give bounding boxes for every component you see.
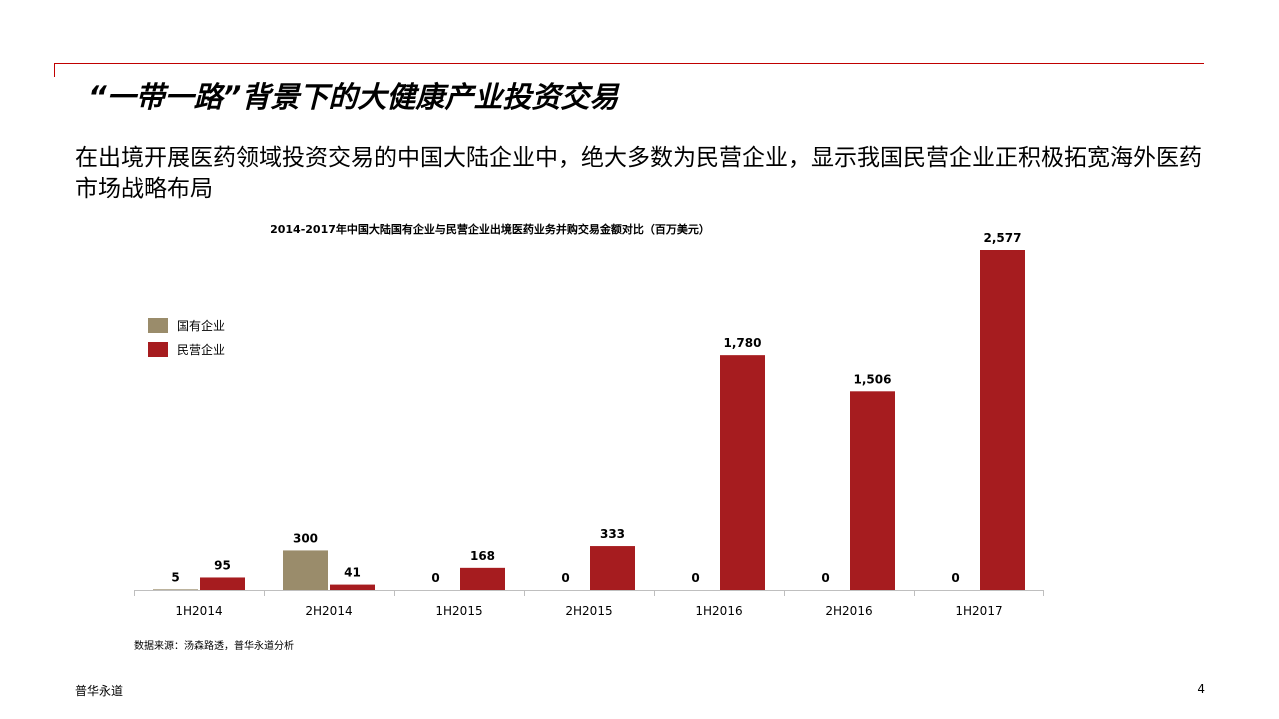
bar-private xyxy=(850,391,895,590)
header-rule xyxy=(54,63,1204,64)
data-label: 333 xyxy=(600,527,625,541)
slide-subtitle: 在出境开展医药领域投资交易的中国大陆企业中，绝大多数为民营企业，显示我国民营企业… xyxy=(75,145,1202,202)
legend-swatch xyxy=(148,318,168,333)
x-tick-label: 1H2015 xyxy=(435,604,482,618)
data-label: 0 xyxy=(951,571,959,585)
page-number: 4 xyxy=(1197,682,1205,696)
data-label: 300 xyxy=(293,531,318,545)
bar-soe xyxy=(283,550,328,590)
x-tick-label: 1H2014 xyxy=(175,604,222,618)
data-label: 1,780 xyxy=(724,336,762,350)
data-label: 1,506 xyxy=(854,372,892,386)
bar-private xyxy=(590,546,635,590)
data-label: 41 xyxy=(344,566,361,580)
data-source-note: 数据来源：汤森路透，普华永道分析 xyxy=(134,641,294,652)
data-label: 2,577 xyxy=(984,231,1022,245)
bar-private xyxy=(330,584,375,590)
data-label: 95 xyxy=(214,558,231,572)
bar-private xyxy=(200,577,245,590)
slide-title: “一带一路”背景下的大健康产业投资交易 xyxy=(88,80,619,114)
legend-label: 民营企业 xyxy=(177,342,225,357)
data-label: 168 xyxy=(470,549,495,563)
bar-private xyxy=(720,355,765,590)
x-tick-label: 2H2016 xyxy=(825,604,872,618)
legend-swatch xyxy=(148,342,168,357)
x-tick-label: 1H2017 xyxy=(955,604,1002,618)
data-label: 0 xyxy=(561,571,569,585)
x-tick-label: 2H2015 xyxy=(565,604,612,618)
x-tick-label: 1H2016 xyxy=(695,604,742,618)
bar-soe xyxy=(153,589,198,590)
data-label: 0 xyxy=(691,571,699,585)
legend-label: 国有企业 xyxy=(177,318,225,333)
x-tick-label: 2H2014 xyxy=(305,604,352,618)
data-label: 5 xyxy=(171,570,179,584)
footer-brand: 普华永道 xyxy=(75,684,124,698)
header-rule-tick xyxy=(54,63,55,77)
data-label: 0 xyxy=(821,571,829,585)
bar-private xyxy=(460,567,505,590)
chart-title: 2014-2017年中国大陆国有企业与民营企业出境医药业务并购交易金额对比（百万… xyxy=(270,223,710,236)
bar-private xyxy=(980,250,1025,590)
data-label: 0 xyxy=(431,571,439,585)
